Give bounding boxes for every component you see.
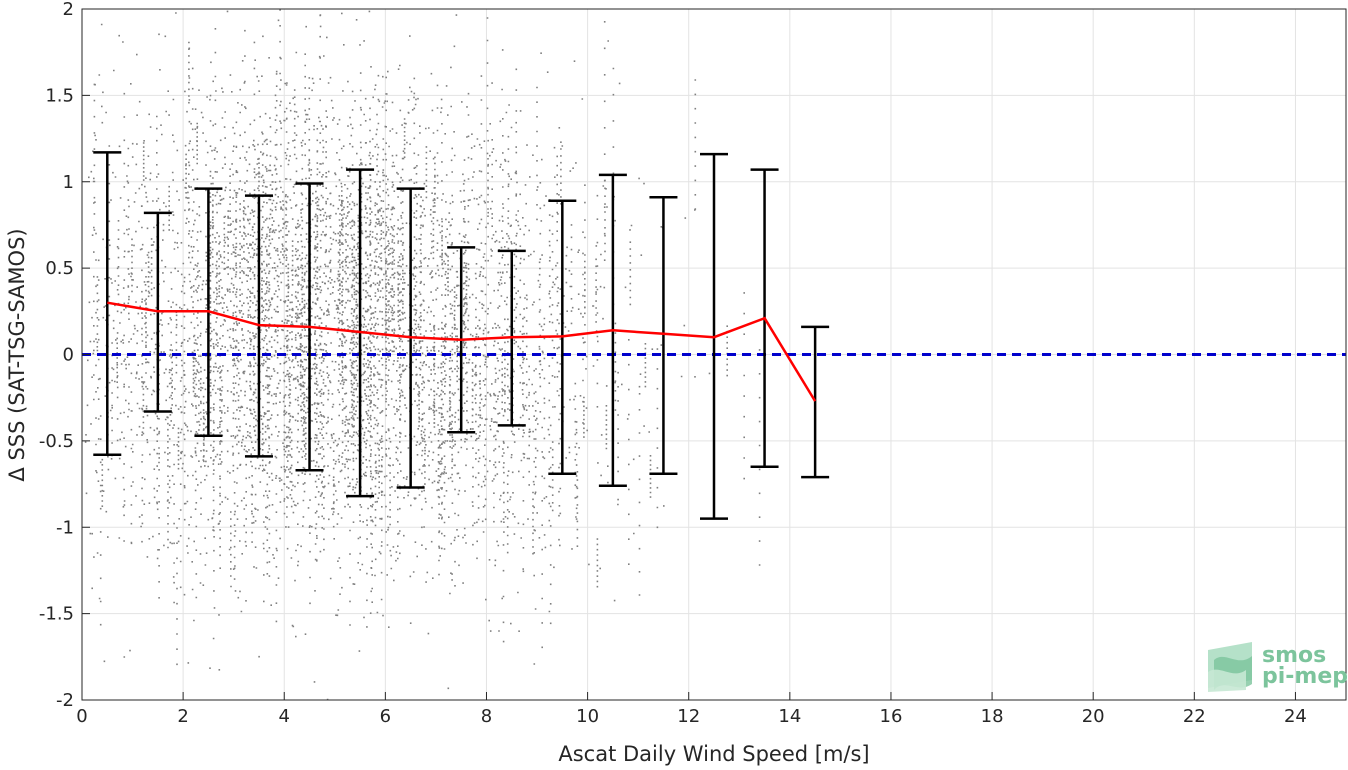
error-bar (801, 325, 830, 479)
x-tick-label: 0 (76, 706, 87, 727)
y-tick-label: 1 (63, 172, 74, 193)
mean-line (107, 301, 817, 402)
wave-logo-icon (1208, 642, 1252, 692)
x-axis-label: Ascat Daily Wind Speed [m/s] (558, 742, 869, 766)
x-tick-label: 16 (880, 706, 903, 727)
logo-line2: pi-mep (1262, 664, 1348, 689)
x-tick-label: 22 (1183, 706, 1206, 727)
x-tick-label: 24 (1284, 706, 1307, 727)
y-tick-label: -0.5 (39, 431, 74, 452)
y-tick-label: -1.5 (39, 604, 74, 625)
y-tick-label: -2 (56, 690, 74, 711)
x-tick-label: 18 (981, 706, 1004, 727)
x-tick-label: 6 (380, 706, 391, 727)
x-tick-label: 8 (481, 706, 492, 727)
x-tick-label: 14 (778, 706, 801, 727)
x-tick-label: 12 (677, 706, 700, 727)
mean-series-line (107, 301, 817, 402)
x-tick-label: 4 (279, 706, 290, 727)
smos-pi-mep-logo: smos pi-mep (1208, 642, 1348, 692)
y-axis-label: Δ SSS (SAT-TSG-SAMOS) (5, 228, 29, 481)
x-tick-label: 20 (1082, 706, 1105, 727)
x-axis-ticks: 0 2 4 6 8 10 12 14 16 18 20 22 24 (76, 692, 1307, 727)
y-tick-label: 2 (63, 0, 74, 20)
x-tick-label: 2 (177, 706, 188, 727)
y-tick-label: 0.5 (45, 258, 74, 279)
y-tick-label: 0 (63, 345, 74, 366)
error-bar (649, 196, 678, 475)
x-tick-label: 10 (576, 706, 599, 727)
y-tick-label: 1.5 (45, 85, 74, 106)
y-axis-ticks: -2 -1.5 -1 -0.5 0 0.5 1 1.5 2 (39, 0, 90, 711)
logo-line1: smos (1262, 643, 1326, 668)
y-tick-label: -1 (56, 517, 74, 538)
